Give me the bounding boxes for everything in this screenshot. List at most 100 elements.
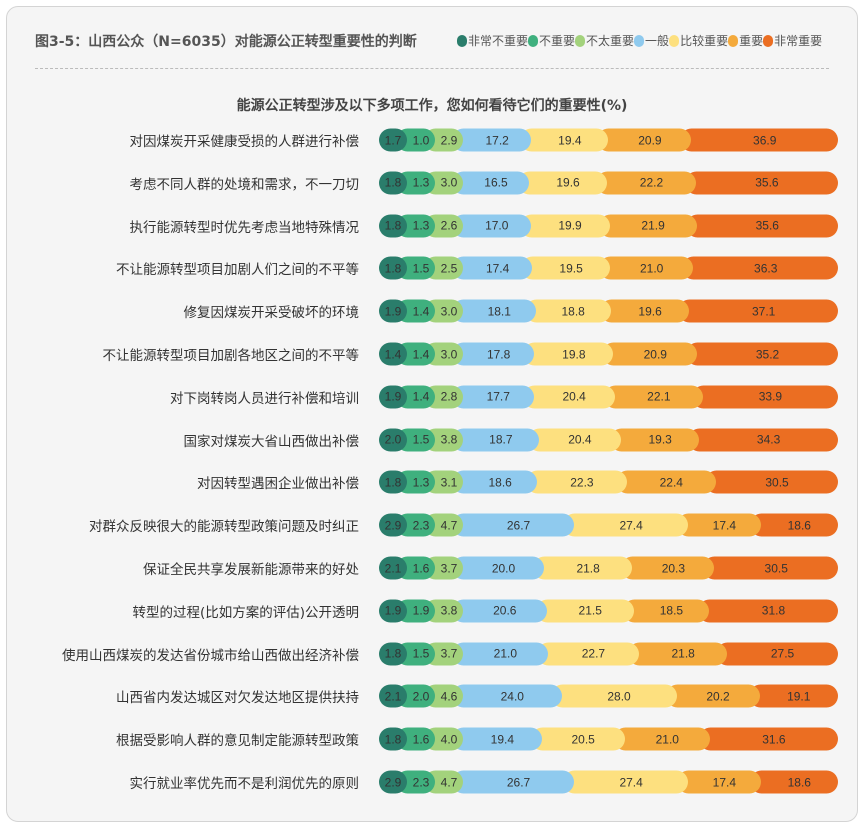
bar-segment-6: 22.2 bbox=[596, 171, 696, 195]
category-label: 不让能源转型项目加剧人们之间的不平等 bbox=[116, 262, 359, 279]
data-label: 1.7 bbox=[384, 133, 402, 147]
data-label: 24.0 bbox=[500, 689, 524, 704]
bar-segment-6: 21.0 bbox=[613, 727, 710, 751]
data-label: 20.3 bbox=[661, 561, 686, 575]
category-label: 实行就业率优先而不是利润优先的原则 bbox=[129, 776, 360, 792]
chart-title: 图3-5：山西公众（N=6035）对能源公正转型重要性的判断 bbox=[35, 34, 417, 50]
data-label: 1.8 bbox=[384, 732, 402, 747]
bar-segment-7: 35.6 bbox=[684, 171, 838, 195]
data-label: 18.1 bbox=[487, 304, 511, 319]
legend-item: 不重要 bbox=[528, 32, 575, 49]
bar-segment-6: 22.4 bbox=[615, 470, 717, 494]
data-label: 20.2 bbox=[706, 689, 730, 704]
bar-segment-4: 17.0 bbox=[452, 214, 531, 238]
data-label: 35.2 bbox=[755, 347, 780, 361]
data-label: 1.3 bbox=[412, 175, 430, 190]
data-label: 2.9 bbox=[384, 775, 402, 789]
data-label: 17.0 bbox=[485, 218, 509, 233]
bar-segment-6: 20.9 bbox=[597, 128, 692, 152]
legend-label: 非常不重要 bbox=[468, 34, 529, 48]
data-label: 19.9 bbox=[558, 218, 582, 233]
data-label: 1.8 bbox=[384, 261, 402, 276]
data-label: 17.4 bbox=[712, 518, 737, 533]
bar-segment-7: 35.2 bbox=[686, 342, 838, 366]
data-label: 17.8 bbox=[486, 347, 511, 361]
bar-segment-5: 21.5 bbox=[535, 599, 634, 623]
stacked-bar: 2.1 1.6 3.7 20.0 21.8 20.3 30.5 bbox=[379, 556, 838, 580]
data-label: 22.4 bbox=[659, 475, 683, 490]
bar-segment-5: 19.6 bbox=[517, 171, 608, 195]
legend-item: 非常不重要 bbox=[457, 32, 528, 49]
data-label: 18.8 bbox=[561, 304, 585, 319]
data-label: 3.7 bbox=[440, 561, 458, 575]
data-label: 3.0 bbox=[440, 304, 458, 319]
bar-segment-5: 19.9 bbox=[519, 214, 610, 238]
stacked-bar: 1.9 1.4 2.8 17.7 20.4 22.1 33.9 bbox=[379, 385, 838, 409]
category-label: 修复因煤炭开采受破坏的环境 bbox=[183, 305, 360, 322]
bar-segment-7: 37.1 bbox=[678, 299, 838, 323]
data-label: 2.5 bbox=[440, 261, 458, 276]
bar-segment-5: 20.5 bbox=[530, 727, 625, 751]
data-label: 3.1 bbox=[440, 475, 458, 490]
data-label: 2.1 bbox=[384, 561, 402, 575]
bar-segment-1: 1.8 bbox=[379, 642, 407, 666]
stacked-bar: 1.7 1.0 2.9 17.2 19.4 20.9 36.9 bbox=[379, 128, 838, 152]
data-label: 3.0 bbox=[440, 175, 458, 190]
data-label: 1.9 bbox=[384, 389, 402, 404]
data-label: 17.2 bbox=[485, 133, 509, 147]
data-label: 2.9 bbox=[384, 518, 402, 533]
data-label: 1.8 bbox=[384, 175, 402, 190]
bar-segment-5: 20.4 bbox=[527, 428, 622, 452]
bar-segment-5: 27.4 bbox=[563, 770, 689, 794]
stacked-bar: 2.0 1.5 3.8 18.7 20.4 19.3 34.3 bbox=[379, 428, 838, 452]
data-label: 1.8 bbox=[384, 475, 402, 490]
bar-segment-6: 21.0 bbox=[598, 256, 694, 280]
legend-label: 不太重要 bbox=[586, 34, 635, 48]
data-label: 19.3 bbox=[648, 432, 672, 447]
legend-label: 重要 bbox=[739, 34, 764, 48]
bar-segment-5: 18.8 bbox=[524, 299, 611, 323]
bar-segment-1: 1.8 bbox=[379, 214, 407, 238]
bar-segment-7: 27.5 bbox=[716, 642, 838, 666]
data-label: 2.0 bbox=[412, 689, 430, 704]
data-label: 35.6 bbox=[755, 218, 779, 233]
bar-segment-1: 1.9 bbox=[379, 599, 407, 623]
data-label: 28.0 bbox=[607, 689, 631, 704]
data-label: 17.4 bbox=[485, 261, 510, 276]
data-label: 21.9 bbox=[641, 218, 665, 233]
data-label: 18.7 bbox=[489, 432, 513, 447]
bar-segment-7: 36.3 bbox=[682, 256, 838, 280]
data-label: 19.8 bbox=[562, 347, 586, 361]
data-label: 27.5 bbox=[770, 646, 795, 661]
data-label: 36.3 bbox=[754, 261, 778, 276]
bar-segment-5: 21.8 bbox=[532, 556, 633, 580]
bar-segment-4: 17.4 bbox=[452, 256, 533, 280]
legend-label: 一般 bbox=[645, 34, 670, 48]
data-label: 21.0 bbox=[493, 646, 518, 661]
data-label: 27.4 bbox=[619, 518, 643, 533]
data-label: 1.8 bbox=[384, 646, 402, 661]
category-label: 国家对煤炭大省山西做出补偿 bbox=[183, 433, 360, 450]
bar-segment-7: 33.9 bbox=[691, 385, 838, 409]
data-label: 33.9 bbox=[758, 389, 783, 404]
bar-segment-7: 31.8 bbox=[697, 599, 838, 623]
data-label: 26.7 bbox=[506, 518, 531, 533]
bar-segment-4: 16.5 bbox=[452, 171, 529, 195]
bar-segment-4: 18.1 bbox=[452, 299, 536, 323]
bar-segment-1: 1.9 bbox=[379, 299, 407, 323]
data-label: 2.3 bbox=[412, 518, 430, 533]
data-label: 27.4 bbox=[619, 775, 643, 789]
legend-label: 不重要 bbox=[539, 34, 576, 48]
bar-segment-1: 2.9 bbox=[379, 770, 407, 794]
bar-segment-6: 21.8 bbox=[628, 642, 728, 666]
bar-segment-1: 2.1 bbox=[379, 684, 407, 708]
bar-segment-7: 30.5 bbox=[705, 470, 838, 494]
data-label: 2.0 bbox=[384, 432, 402, 447]
data-label: 21.8 bbox=[671, 646, 695, 661]
divider bbox=[35, 68, 829, 69]
bar-segment-6: 20.3 bbox=[621, 556, 715, 580]
category-label: 对因转型遇困企业做出补偿 bbox=[197, 476, 359, 493]
bar-segment-5: 22.3 bbox=[526, 470, 627, 494]
bar-segment-7: 36.9 bbox=[680, 128, 838, 152]
legend-item: 不太重要 bbox=[575, 32, 634, 49]
